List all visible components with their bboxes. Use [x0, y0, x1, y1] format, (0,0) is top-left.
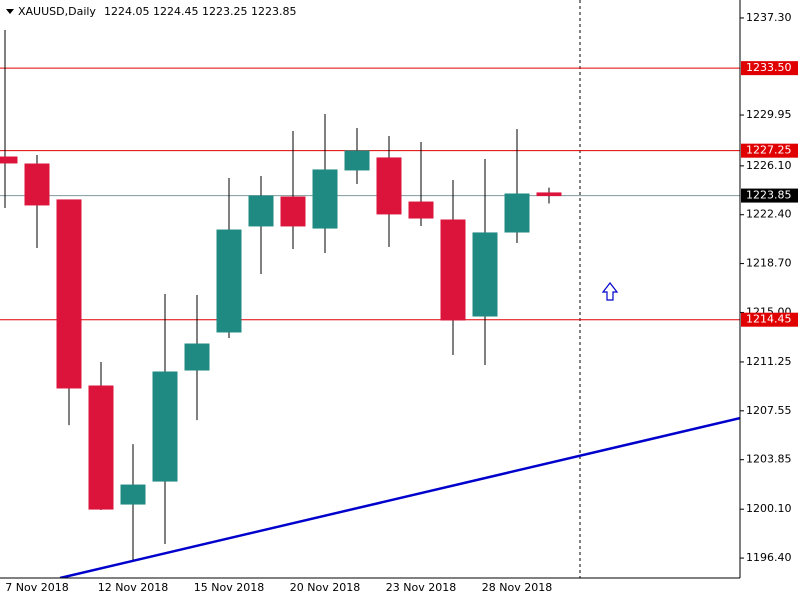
y-tick-label: 1218.70	[746, 257, 792, 270]
plot-area	[0, 0, 740, 578]
y-tick-label: 1196.40	[746, 551, 792, 564]
header-triangle	[6, 9, 14, 14]
header-low: 1223.25	[202, 5, 248, 18]
price-tag-label: 1227.25	[746, 144, 792, 157]
price-tag	[741, 143, 798, 158]
x-tick-label: 15 Nov 2018	[194, 581, 264, 594]
x-tick-label: 23 Nov 2018	[386, 581, 456, 594]
x-tick-label: 28 Nov 2018	[482, 581, 552, 594]
price-tag	[741, 61, 798, 76]
chart-title: XAUUSD,Daily	[18, 5, 96, 18]
header-high: 1224.45	[153, 5, 199, 18]
up-arrow	[601, 282, 619, 301]
price-tag-label: 1233.50	[746, 61, 792, 74]
candle-body	[120, 484, 146, 505]
y-tick-label: 1211.25	[746, 355, 792, 368]
candle-body	[56, 199, 82, 389]
candle-body	[472, 232, 498, 317]
candle-body	[504, 193, 530, 233]
candle-body	[280, 196, 306, 227]
x-tick-label: 12 Nov 2018	[98, 581, 168, 594]
price-tag-label: 1214.45	[746, 313, 792, 326]
candle-body	[440, 219, 466, 321]
candle-body	[248, 195, 274, 227]
price-tag	[741, 312, 798, 327]
y-tick-label: 1229.95	[746, 108, 792, 121]
candle-body	[88, 385, 114, 510]
x-tick-label: 20 Nov 2018	[290, 581, 360, 594]
candle-body	[376, 157, 402, 215]
header-close: 1223.85	[251, 5, 297, 18]
candle-body	[0, 156, 18, 164]
candle-body	[312, 169, 338, 229]
header-open: 1224.05	[104, 5, 150, 18]
candle-body	[216, 229, 242, 333]
bid-tag	[741, 188, 798, 203]
y-tick-label: 1207.55	[746, 404, 792, 417]
y-tick-label: 1237.30	[746, 11, 792, 24]
y-tick-label: 1200.10	[746, 502, 792, 515]
candle-body	[344, 150, 370, 171]
bid-tag-label: 1223.85	[746, 189, 792, 202]
x-tick-label: 7 Nov 2018	[5, 581, 68, 594]
y-tick-label: 1226.10	[746, 159, 792, 172]
candle-body	[184, 343, 210, 371]
candle-body	[24, 163, 50, 206]
trend-line	[59, 416, 740, 578]
y-tick-label: 1203.85	[746, 453, 792, 466]
candle-body	[152, 371, 178, 482]
candle-body	[536, 192, 562, 197]
y-tick-label: 1222.40	[746, 208, 792, 221]
candle-body	[408, 201, 434, 219]
